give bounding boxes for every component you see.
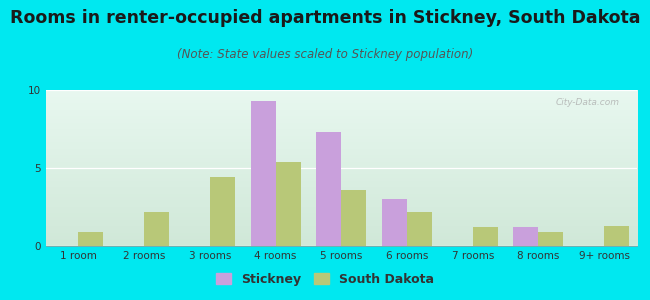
Bar (341, 190, 366, 246)
Bar (276, 162, 300, 246)
Text: City-Data.com: City-Data.com (555, 98, 619, 107)
Legend: Stickney, South Dakota: Stickney, South Dakota (211, 268, 439, 291)
Bar (604, 226, 629, 246)
Text: Rooms in renter-occupied apartments in Stickney, South Dakota: Rooms in renter-occupied apartments in S… (10, 9, 640, 27)
Text: (Note: State values scaled to Stickney population): (Note: State values scaled to Stickney p… (177, 48, 473, 61)
Bar (473, 227, 498, 246)
Bar (514, 227, 538, 246)
Bar (407, 212, 432, 246)
Bar (317, 132, 341, 246)
Bar (144, 212, 169, 246)
Bar (210, 177, 235, 246)
Bar (538, 232, 564, 246)
Bar (250, 101, 276, 246)
Bar (382, 199, 407, 246)
Bar (79, 232, 103, 246)
